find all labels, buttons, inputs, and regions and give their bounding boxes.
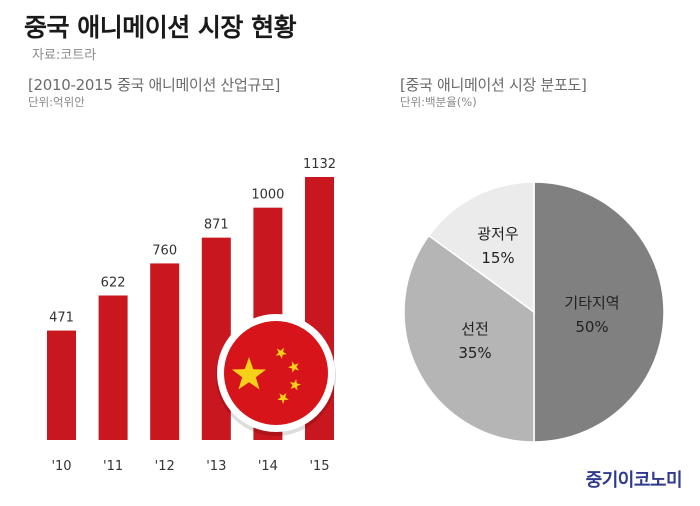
brand-logo: 중기이코노미 xyxy=(585,470,683,491)
pie-value-label-2: 15% xyxy=(481,249,514,267)
x-tick-label-4: '14 xyxy=(258,459,278,474)
bar-value-label-0: 471 xyxy=(49,311,74,326)
bar-3 xyxy=(201,237,231,440)
flag-star xyxy=(277,393,289,404)
pie-label-2: 광저우 xyxy=(477,225,519,243)
bar-1 xyxy=(98,295,128,440)
flag-star xyxy=(289,379,301,391)
bar-chart-unit: 단위:억위안 xyxy=(28,95,85,109)
bar-value-label-4: 1000 xyxy=(251,188,284,203)
pie-slice-2 xyxy=(427,181,535,314)
bar-value-label-2: 760 xyxy=(152,243,177,258)
flag-star xyxy=(288,361,299,373)
x-tick-label-1: '11 xyxy=(103,459,123,474)
pie-value-label-0: 50% xyxy=(575,318,608,336)
pie-value-label-1: 35% xyxy=(458,344,491,362)
page-title: 중국 애니메이션 시장 현황 xyxy=(24,13,297,42)
x-tick-label-2: '12 xyxy=(155,459,175,474)
flag-star xyxy=(275,347,287,359)
bar-2 xyxy=(150,263,180,440)
pie-slice-1 xyxy=(403,234,535,443)
x-tick-label-0: '10 xyxy=(51,459,71,474)
bar-0 xyxy=(47,330,76,440)
pie-label-0: 기타지역 xyxy=(564,294,619,312)
pie-label-1: 선전 xyxy=(461,320,489,338)
pie-chart-unit: 단위:백분율(%) xyxy=(400,95,477,109)
pie-slice-0 xyxy=(533,181,665,443)
bar-chart-title: [2010-2015 중국 애니메이션 산업규모] xyxy=(28,76,281,94)
china-flag-badge xyxy=(216,314,336,436)
x-tick-label-3: '13 xyxy=(206,459,226,474)
source-note: 자료:코트라 xyxy=(32,48,97,63)
x-tick-label-5: '15 xyxy=(309,459,329,474)
bar-value-label-1: 622 xyxy=(101,275,126,290)
bar-value-label-3: 871 xyxy=(204,218,229,233)
flag-star xyxy=(231,357,267,390)
bar-value-label-5: 1132 xyxy=(303,157,336,172)
pie-chart-title: [중국 애니메이션 시장 분포도] xyxy=(400,76,587,94)
